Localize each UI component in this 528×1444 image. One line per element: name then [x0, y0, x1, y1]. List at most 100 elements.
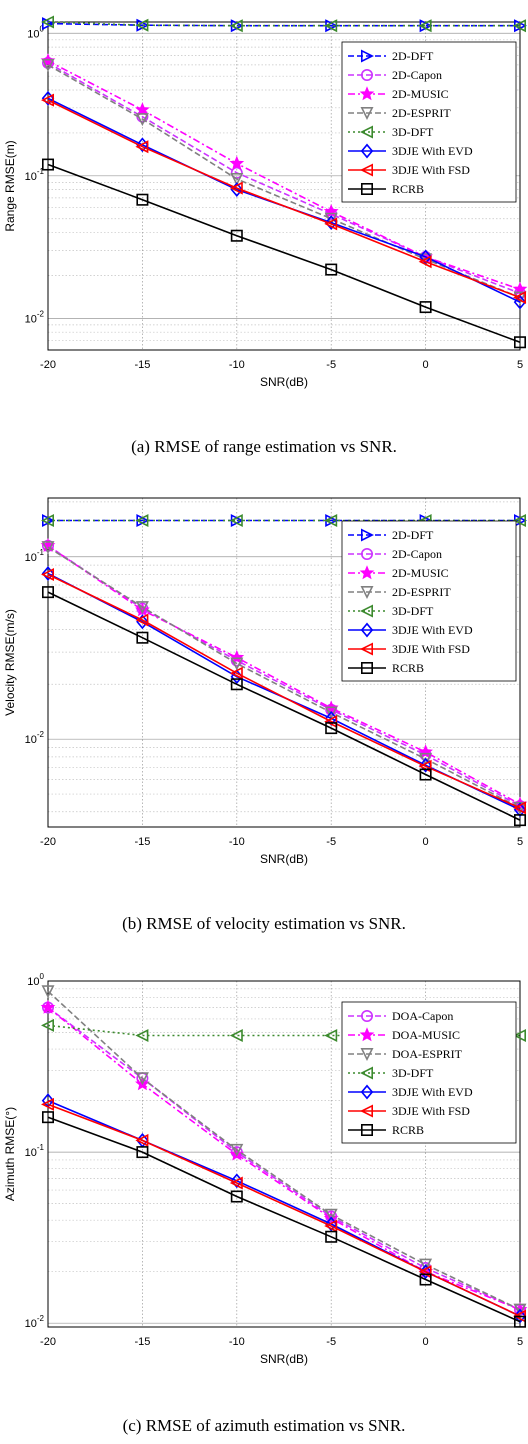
chart-1: 10-2 10-1 100 -20 -15 -10 -5 0 5 SNR(dB) Range RMS…	[3, 15, 528, 389]
legend-marker	[360, 1066, 374, 1080]
data-point	[229, 1029, 243, 1042]
data-point	[41, 541, 55, 555]
legend-label: 3D-DFT	[392, 1066, 434, 1080]
legend-marker	[360, 642, 374, 656]
data-point	[419, 768, 432, 781]
legend: 2D-DFT 2D-Capon 2D-MUSIC 2D-ESPRIT 3D-DFT 3DJ…	[341, 41, 517, 203]
legend-label: 3DJE With EVD	[392, 1085, 473, 1099]
y-tick-exponent: 0	[40, 972, 45, 981]
data-point	[418, 19, 432, 33]
legend-label: DOA-ESPRIT	[392, 1047, 463, 1061]
data-point	[41, 15, 55, 29]
x-tick-label: -10	[229, 359, 245, 371]
legend-marker	[360, 1124, 373, 1137]
legend-marker	[360, 125, 374, 139]
x-axis-label: SNR(dB)	[260, 375, 308, 389]
data-point	[419, 1258, 433, 1272]
series-line	[47, 545, 521, 807]
data-point	[41, 514, 55, 527]
data-point	[513, 291, 527, 304]
data-point	[513, 814, 526, 827]
x-tick-label: -5	[326, 1336, 336, 1348]
series-group	[40, 514, 528, 827]
y-tick-label: 10-2	[25, 1314, 45, 1330]
axes-frame	[47, 497, 521, 828]
x-tick-label: 0	[423, 836, 429, 848]
series-doa-esprit	[41, 985, 527, 1317]
legend-marker	[360, 528, 374, 542]
legend-marker	[360, 1009, 373, 1022]
legend-box	[341, 41, 517, 203]
legend-box	[341, 1001, 517, 1144]
data-point	[229, 666, 243, 680]
data-point	[324, 19, 338, 33]
data-point	[230, 173, 244, 186]
series-line	[47, 545, 521, 805]
data-point	[513, 19, 527, 33]
series-rcrb	[41, 158, 526, 349]
series-3dje-with-fsd	[41, 1097, 527, 1323]
data-point	[230, 1143, 244, 1157]
data-point	[513, 514, 527, 527]
legend-label: 3D-DFT	[392, 604, 434, 618]
legend-label: 3DJE With EVD	[392, 144, 473, 158]
y-tick-exponent: -1	[37, 1143, 45, 1152]
data-point	[229, 19, 243, 33]
data-point	[135, 1133, 149, 1147]
data-point	[135, 601, 149, 615]
legend-label: 2D-DFT	[392, 528, 434, 542]
legend-label: 2D-DFT	[392, 49, 434, 63]
legend-label: RCRB	[392, 1123, 424, 1137]
series-line	[47, 546, 521, 809]
data-point	[41, 1111, 54, 1124]
data-point	[41, 1097, 55, 1111]
data-point	[419, 249, 432, 265]
data-point	[513, 294, 527, 310]
data-point	[324, 1219, 338, 1233]
y-tick-exponent: -1	[37, 548, 45, 557]
y-axis-label: Range RMSE(m)	[3, 140, 17, 231]
x-axis-label: SNR(dB)	[260, 1352, 308, 1366]
series-rcrb	[41, 586, 526, 827]
axes-frame	[47, 21, 521, 351]
data-point	[230, 166, 243, 179]
series-line	[47, 163, 521, 344]
data-point	[136, 1146, 149, 1159]
x-tick-label: 5	[517, 359, 523, 371]
data-point	[324, 217, 338, 231]
y-tick-exponent: -2	[37, 1314, 45, 1323]
data-point	[418, 255, 432, 269]
data-point	[40, 999, 56, 1014]
series-group	[40, 15, 528, 349]
legend-label: 3DJE With FSD	[392, 642, 470, 656]
legend-label: 3DJE With FSD	[392, 1104, 470, 1118]
series-group	[40, 985, 528, 1328]
series-line	[47, 591, 521, 821]
data-point	[325, 1230, 338, 1243]
legend-marker	[360, 622, 374, 638]
legend-label: 3DJE With EVD	[392, 623, 473, 637]
data-point	[324, 715, 338, 728]
y-tick-label: 100	[27, 24, 44, 40]
legend-marker	[360, 143, 374, 159]
series-line	[47, 99, 521, 299]
legend: DOA-Capon DOA-MUSIC DOA-ESPRIT 3D-DFT 3DJE W…	[341, 1001, 517, 1144]
data-point	[135, 140, 149, 154]
data-point	[324, 1208, 338, 1222]
x-tick-label: -15	[134, 836, 150, 848]
series-line	[47, 1103, 521, 1317]
x-tick-label: -5	[326, 359, 336, 371]
y-tick-exponent: -2	[37, 309, 45, 318]
data-point	[41, 158, 54, 171]
legend-label: 2D-Capon	[392, 547, 442, 561]
data-point	[135, 102, 150, 117]
series-line	[47, 64, 521, 299]
series-line	[47, 21, 520, 27]
data-point	[229, 155, 245, 170]
legend-label: 3DJE With FSD	[392, 163, 470, 177]
series-3d-dft	[41, 514, 527, 527]
x-tick-label: -15	[134, 1336, 150, 1348]
data-point	[229, 1176, 243, 1190]
legend-marker	[360, 547, 373, 560]
